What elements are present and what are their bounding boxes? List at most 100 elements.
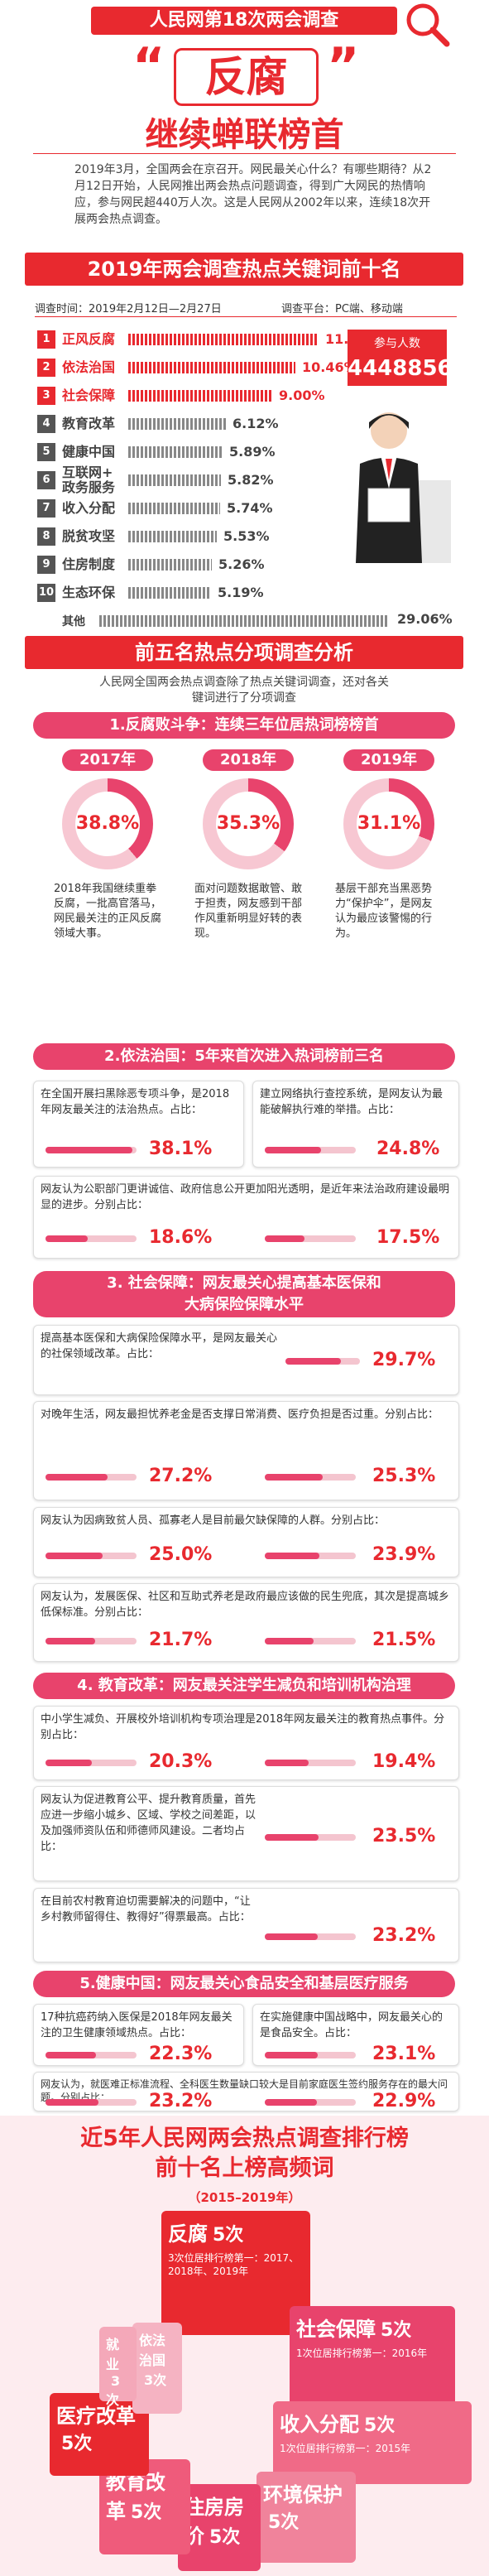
ranking-segment-name: 社会保障 xyxy=(296,2318,376,2341)
keyword-rank: 8 xyxy=(37,527,55,546)
s4-card-1: 中小学生减负、开展校外培训机构专项治理是2018年网友最关注的教育热点事件。分别… xyxy=(33,1706,459,1780)
ranking-segment: 住房房价 5次 xyxy=(178,2484,261,2571)
keyword-bar xyxy=(128,587,211,599)
ranking-segment-times: 3次 xyxy=(106,2373,121,2408)
keyword-label: 脱贫攻坚 xyxy=(62,529,115,544)
ranking-segment-times: 5次 xyxy=(213,2225,244,2246)
keyword-row: 8 脱贫攻坚 5.53% xyxy=(37,524,368,549)
keyword-label: 正风反腐 xyxy=(62,332,115,347)
keyword-bar xyxy=(128,446,223,458)
s2-card-1-text: 在全国开展扫黑除恶专项斗争，是2018年网友最关注的法治热点。占比： xyxy=(41,1088,230,1116)
ranking-segment-times: 5次 xyxy=(209,2527,241,2548)
keyword-label-line: 社会保障 xyxy=(62,388,116,403)
percent-bar xyxy=(46,1235,137,1242)
ranking-title-line2: 前十名上榜高频词 xyxy=(155,2155,334,2181)
keyword-value: 5.82% xyxy=(228,472,274,488)
ranking-segment-times: 5次 xyxy=(61,2434,93,2454)
s3-title-line2: 大病保险保障水平 xyxy=(185,1296,304,1313)
percent-value: 23.9% xyxy=(372,1544,436,1565)
year-ring: 38.8% xyxy=(62,778,153,869)
year-pill: 2018年 xyxy=(203,749,294,771)
keyword-label: 健康中国 xyxy=(62,445,115,460)
survey-platform: 调查平台：PC端、移动端 xyxy=(281,303,403,315)
percent-value: 22.3% xyxy=(149,2044,213,2064)
percent-bar xyxy=(46,1474,137,1481)
percent-value: 38.1% xyxy=(149,1139,213,1159)
year-pill: 2019年 xyxy=(343,749,434,771)
s3-card-1-text: 提高基本医保和大病保险保障水平，是网友最关心的社保领域改革。占比： xyxy=(41,1332,278,1360)
year-ring-value: 31.1% xyxy=(357,792,421,856)
keyword-row: 9 住房制度 5.26% xyxy=(37,552,368,577)
percent-value: 23.5% xyxy=(372,1826,436,1847)
percent-value: 29.7% xyxy=(372,1350,436,1370)
percent-value: 17.5% xyxy=(376,1227,440,1248)
s2-card-3-text: 网友认为公职部门更讲诚信、政府信息公开更加阳光透明，是近年来法治政府建设最明显的… xyxy=(41,1183,450,1211)
keyword-label-line2: 政务服务 xyxy=(62,479,116,495)
percent-value: 22.9% xyxy=(372,2091,436,2111)
percent-bar xyxy=(265,1638,356,1644)
analysis-section-title: 前五名热点分项调查分析 xyxy=(25,636,463,669)
percent-bar-fill xyxy=(46,1553,103,1559)
other-bar xyxy=(99,615,389,627)
year-text: 面对问题数据敢管、敢于担责，网友感到干部作风重新明显好转的表现。 xyxy=(194,883,303,940)
percent-bar-fill xyxy=(46,1474,108,1481)
keyword-label-line: 健康中国 xyxy=(62,444,116,460)
percent-value: 21.7% xyxy=(149,1630,213,1650)
keyword-rank: 9 xyxy=(37,556,55,574)
percent-bar xyxy=(265,1147,356,1153)
keyword-bar xyxy=(128,559,212,571)
header: 人民网第18次两会调查 “ 反腐 ” 继续蝉联榜首 xyxy=(0,0,489,154)
s4-title: 4. 教育改革：网友最关注学生减负和培训机构治理 xyxy=(33,1673,455,1699)
ranking-segment-times: 5次 xyxy=(381,2320,412,2341)
percent-bar-fill xyxy=(265,1760,309,1766)
keyword-row: 10 生态环保 5.19% xyxy=(37,580,368,605)
percent-value: 24.8% xyxy=(376,1139,440,1159)
keyword-value: 9.00% xyxy=(279,388,325,403)
keyword-label-line: 生态环保 xyxy=(62,585,116,600)
headline-subtitle: 继续蝉联榜首 xyxy=(145,116,344,154)
keyword-row: 6 互联网+ 政务服务 5.82% xyxy=(37,465,368,495)
percent-bar-fill xyxy=(265,1834,319,1841)
s3-card-1: 提高基本医保和大病保险保障水平，是网友最关心的社保领域改革。占比： xyxy=(33,1325,459,1395)
keyword-rank: 7 xyxy=(37,499,55,518)
percent-value: 23.2% xyxy=(149,2091,213,2111)
survey-time: 调查时间：2019年2月12日—2月27日 xyxy=(35,303,222,315)
percent-bar xyxy=(265,1760,356,1766)
percent-bar-fill xyxy=(265,2052,318,2058)
percent-bar-fill xyxy=(46,1638,95,1644)
keyword-label: 互联网+ 政务服务 xyxy=(62,465,115,495)
analysis-intro: 人民网全国两会热点调查除了热点关键词调查，还对各关键词进行了分项调查 xyxy=(99,676,389,705)
ranking-segment-name: 医疗改革 xyxy=(56,2405,136,2428)
percent-bar xyxy=(265,1933,356,1940)
keyword-bar xyxy=(128,334,319,345)
ranking-segment-times: 3次 xyxy=(144,2372,167,2388)
year-text: 基层干部充当黑恶势力“保护伞”，是网友认为最应该警惕的行为。 xyxy=(335,883,433,940)
ranking-segment: 就业3次 xyxy=(99,2327,137,2408)
percent-value: 27.2% xyxy=(149,1466,213,1486)
ranking-segment-times: 5次 xyxy=(131,2502,162,2523)
other-label: 其他 xyxy=(62,615,85,628)
keyword-label-line: 依法治国 xyxy=(62,359,116,375)
s1-title: 1.反腐败斗争：连续三年位居热词榜榜首 xyxy=(33,712,455,739)
keyword-row: 3 社会保障 9.00% xyxy=(37,383,368,408)
percent-bar xyxy=(46,1553,137,1559)
ranking-segment: 社会保障 5次 1次位居排行榜第一：2016年 xyxy=(290,2306,455,2414)
percent-value: 20.3% xyxy=(149,1751,213,1772)
s3-card-3-text: 网友认为因病致贫人员、孤寡老人是目前最欠缺保障的人群。分别占比： xyxy=(41,1514,386,1527)
s3-title-line1: 3. 社会保障：网友最关心提高基本医保和 xyxy=(107,1274,381,1292)
percent-bar-fill xyxy=(265,2099,317,2106)
ranking-segment-name: 就业 xyxy=(106,2337,120,2372)
s3-card-4-text: 网友认为，发展医保、社区和互助式养老是政府最应该做的民生兜底，其次是提高城乡低保… xyxy=(41,1591,450,1619)
percent-value: 18.6% xyxy=(149,1227,213,1248)
percent-bar xyxy=(265,1553,356,1559)
percent-value: 21.5% xyxy=(372,1630,436,1650)
ranking-segment-note: 3次位居排行榜第一：2017、2018年、2019年 xyxy=(168,2252,300,2277)
percent-bar xyxy=(265,1474,356,1481)
year-pill: 2017年 xyxy=(62,749,153,771)
keyword-label-line: 住房制度 xyxy=(62,556,116,572)
keyword-value: 5.19% xyxy=(218,585,264,600)
keyword-bar xyxy=(128,503,220,514)
percent-bar-fill xyxy=(265,1474,323,1481)
percent-bar-fill xyxy=(285,1358,341,1365)
keyword-label: 依法治国 xyxy=(62,360,115,375)
